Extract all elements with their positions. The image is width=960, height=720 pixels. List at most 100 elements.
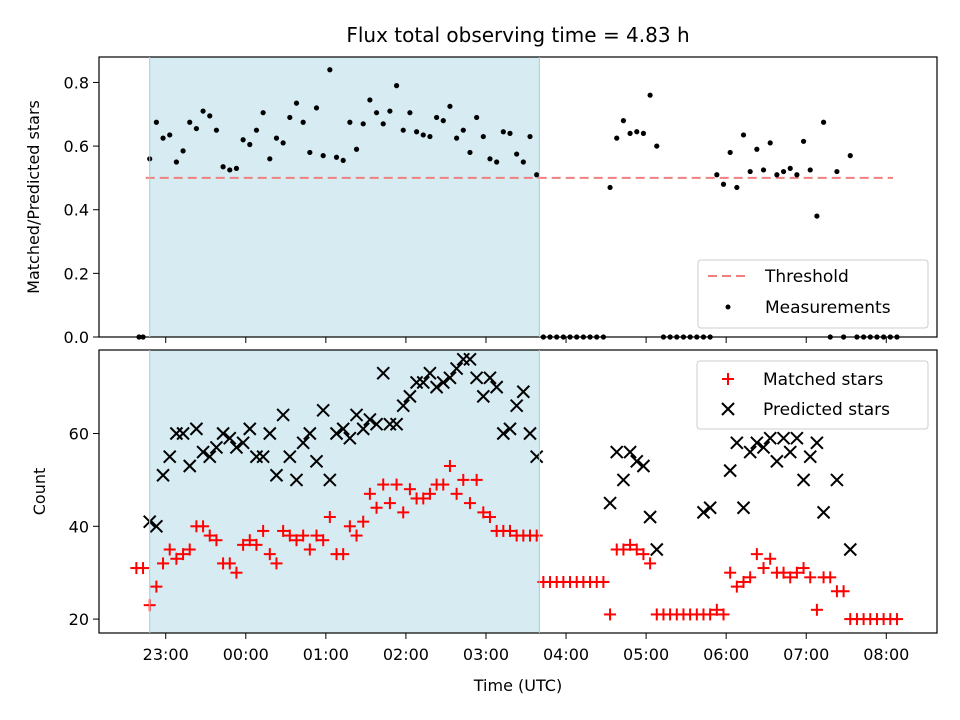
measurement-point — [260, 110, 266, 116]
bottom-legend-box — [696, 360, 929, 430]
predicted-star-point — [696, 505, 711, 520]
measurement-point — [273, 135, 280, 141]
matched-star-point — [443, 459, 456, 472]
predicted-star-point — [603, 496, 617, 510]
measurement-point — [740, 132, 747, 138]
predicted-star-point — [149, 519, 164, 534]
measurement-point — [380, 121, 386, 127]
matched-star-point — [317, 534, 330, 547]
predicted-star-point — [750, 436, 764, 450]
measurement-point — [240, 137, 246, 143]
matched-star-point — [804, 571, 817, 584]
measurement-point — [607, 184, 613, 191]
matched-star-point — [624, 538, 637, 551]
matched-star-point — [470, 473, 483, 486]
x-tick-label: 23:00 — [143, 645, 189, 664]
matched-legend-label: Matched stars — [763, 370, 883, 390]
matched-star-point — [363, 487, 376, 500]
measurement-point — [807, 167, 813, 173]
predicted-legend-label: Predicted stars — [763, 400, 890, 420]
measurement-point — [353, 146, 360, 152]
measurement-point — [647, 92, 653, 98]
measurement-point — [320, 153, 326, 159]
measurement-point — [767, 140, 773, 146]
predicted-star-point — [369, 417, 384, 431]
measurement-point — [794, 172, 800, 178]
x-tick-label: 03:00 — [463, 645, 509, 664]
measurement-point — [654, 143, 660, 149]
matched-star-point — [377, 478, 390, 491]
predicted-star-point — [303, 426, 317, 441]
predicted-star-point — [736, 501, 751, 515]
predicted-star-point — [463, 352, 477, 366]
predicted-star-point — [256, 449, 270, 464]
measurement-point — [387, 108, 393, 114]
matched-star-point — [417, 492, 430, 505]
predicted-star-point — [223, 431, 237, 445]
matched-star-point — [597, 575, 610, 588]
predicted-star-point — [483, 371, 497, 385]
matched-star-point — [383, 497, 396, 510]
predicted-star-point — [423, 366, 437, 380]
predicted-star-point — [523, 426, 537, 441]
matched-star-point — [637, 548, 650, 561]
predicted-star-point — [449, 361, 464, 376]
predicted-star-point — [203, 449, 217, 464]
predicted-star-point — [289, 473, 304, 487]
predicted-star-point — [176, 426, 190, 441]
matched-star-point — [250, 538, 263, 551]
measurement-point — [500, 129, 506, 135]
matched-star-point — [790, 566, 803, 579]
measurement-point — [460, 127, 466, 133]
measurement-point — [494, 159, 500, 165]
measurement-point — [754, 146, 760, 152]
predicted-star-point — [469, 371, 484, 385]
matched-star-point — [757, 562, 770, 575]
measurement-point — [407, 110, 413, 116]
bottom-legend: Matched stars Predicted stars — [696, 360, 929, 430]
predicted-star-point — [183, 459, 197, 473]
matched-star-point — [457, 473, 470, 486]
matched-star-point — [397, 506, 410, 519]
matched-star-point — [764, 552, 777, 565]
matched-star-point — [310, 529, 323, 542]
matched-star-point — [157, 557, 170, 570]
matched-star-point — [423, 487, 436, 500]
measurement-point — [313, 105, 320, 111]
measurement-point — [400, 127, 406, 133]
predicted-star-point — [516, 385, 531, 399]
measurement-point — [427, 133, 433, 140]
measurement-point — [233, 165, 240, 171]
predicted-star-point — [236, 436, 250, 450]
predicted-star-point — [503, 422, 517, 436]
predicted-stars-points — [142, 352, 857, 557]
predicted-star-point — [830, 473, 844, 487]
matched-star-point — [183, 543, 196, 556]
matched-star-point — [824, 571, 837, 584]
predicted-star-point — [216, 426, 230, 441]
matched-star-point — [390, 478, 403, 491]
measurement-point — [614, 135, 620, 141]
matched-star-point — [450, 487, 463, 500]
measurement-point — [367, 97, 373, 103]
measurement-point — [253, 127, 260, 133]
predicted-star-point — [389, 417, 404, 431]
x-tick-label: 08:00 — [863, 645, 909, 664]
measurement-point — [187, 119, 193, 125]
measurement-point — [293, 100, 300, 106]
predicted-star-point — [163, 449, 177, 464]
measurement-point — [193, 125, 200, 132]
matched-star-point — [730, 580, 743, 593]
measurement-point — [714, 172, 720, 178]
measurement-point — [300, 119, 306, 125]
predicted-star-point — [243, 422, 257, 436]
x-tick-label: 07:00 — [783, 645, 829, 664]
matched-star-point — [163, 543, 176, 556]
predicted-star-point — [336, 422, 350, 436]
y-tick-label: 0.8 — [64, 73, 89, 92]
predicted-star-point — [189, 422, 204, 436]
measurement-point — [734, 184, 740, 191]
matched-star-point — [437, 478, 450, 491]
measurement-point — [780, 168, 787, 175]
measurement-point — [227, 167, 233, 173]
